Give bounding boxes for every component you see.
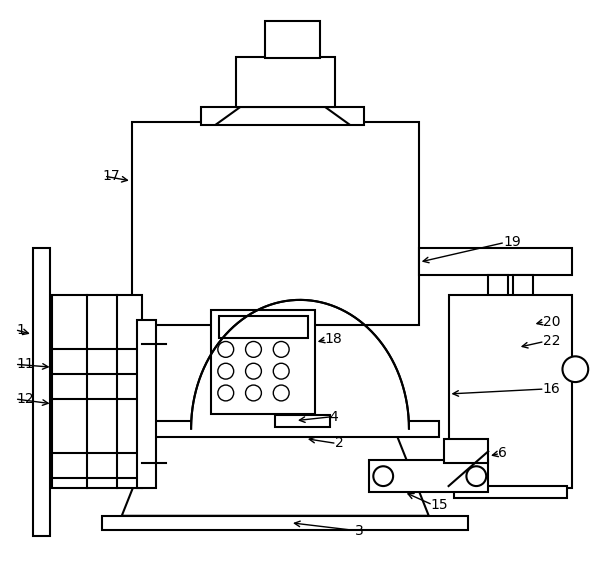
- Circle shape: [562, 356, 588, 382]
- Text: 19: 19: [503, 235, 521, 250]
- Bar: [102, 516, 468, 530]
- Bar: [219, 316, 308, 338]
- Circle shape: [218, 363, 234, 379]
- Bar: [275, 415, 330, 427]
- Circle shape: [273, 342, 289, 357]
- Text: 2: 2: [335, 436, 344, 450]
- Polygon shape: [191, 300, 409, 428]
- Text: 12: 12: [17, 392, 35, 406]
- Bar: [265, 21, 320, 58]
- Bar: [419, 248, 573, 275]
- Bar: [236, 58, 335, 107]
- Text: 16: 16: [542, 382, 561, 396]
- Text: 22: 22: [542, 335, 560, 348]
- Circle shape: [218, 385, 234, 401]
- Bar: [444, 439, 488, 463]
- Text: 1: 1: [17, 323, 25, 336]
- Text: 4: 4: [330, 410, 339, 424]
- Circle shape: [467, 466, 486, 486]
- Bar: [201, 107, 364, 125]
- Text: 6: 6: [498, 446, 507, 461]
- Polygon shape: [122, 428, 429, 516]
- Bar: [53, 295, 142, 488]
- Text: 18: 18: [325, 332, 342, 347]
- Circle shape: [245, 342, 261, 357]
- Bar: [136, 320, 156, 488]
- Bar: [453, 486, 567, 498]
- Circle shape: [273, 385, 289, 401]
- Text: 20: 20: [542, 315, 560, 329]
- Bar: [488, 275, 508, 463]
- Bar: [448, 295, 573, 488]
- Text: 15: 15: [431, 498, 448, 512]
- Text: 11: 11: [17, 357, 35, 371]
- Circle shape: [245, 363, 261, 379]
- Bar: [513, 275, 533, 463]
- Text: 3: 3: [355, 524, 363, 538]
- Text: 17: 17: [102, 169, 119, 183]
- Bar: [369, 461, 488, 492]
- Bar: [33, 248, 50, 535]
- Bar: [132, 122, 419, 325]
- Bar: [211, 310, 315, 414]
- Circle shape: [273, 363, 289, 379]
- Bar: [132, 421, 439, 436]
- Circle shape: [245, 385, 261, 401]
- Circle shape: [218, 342, 234, 357]
- Circle shape: [373, 466, 393, 486]
